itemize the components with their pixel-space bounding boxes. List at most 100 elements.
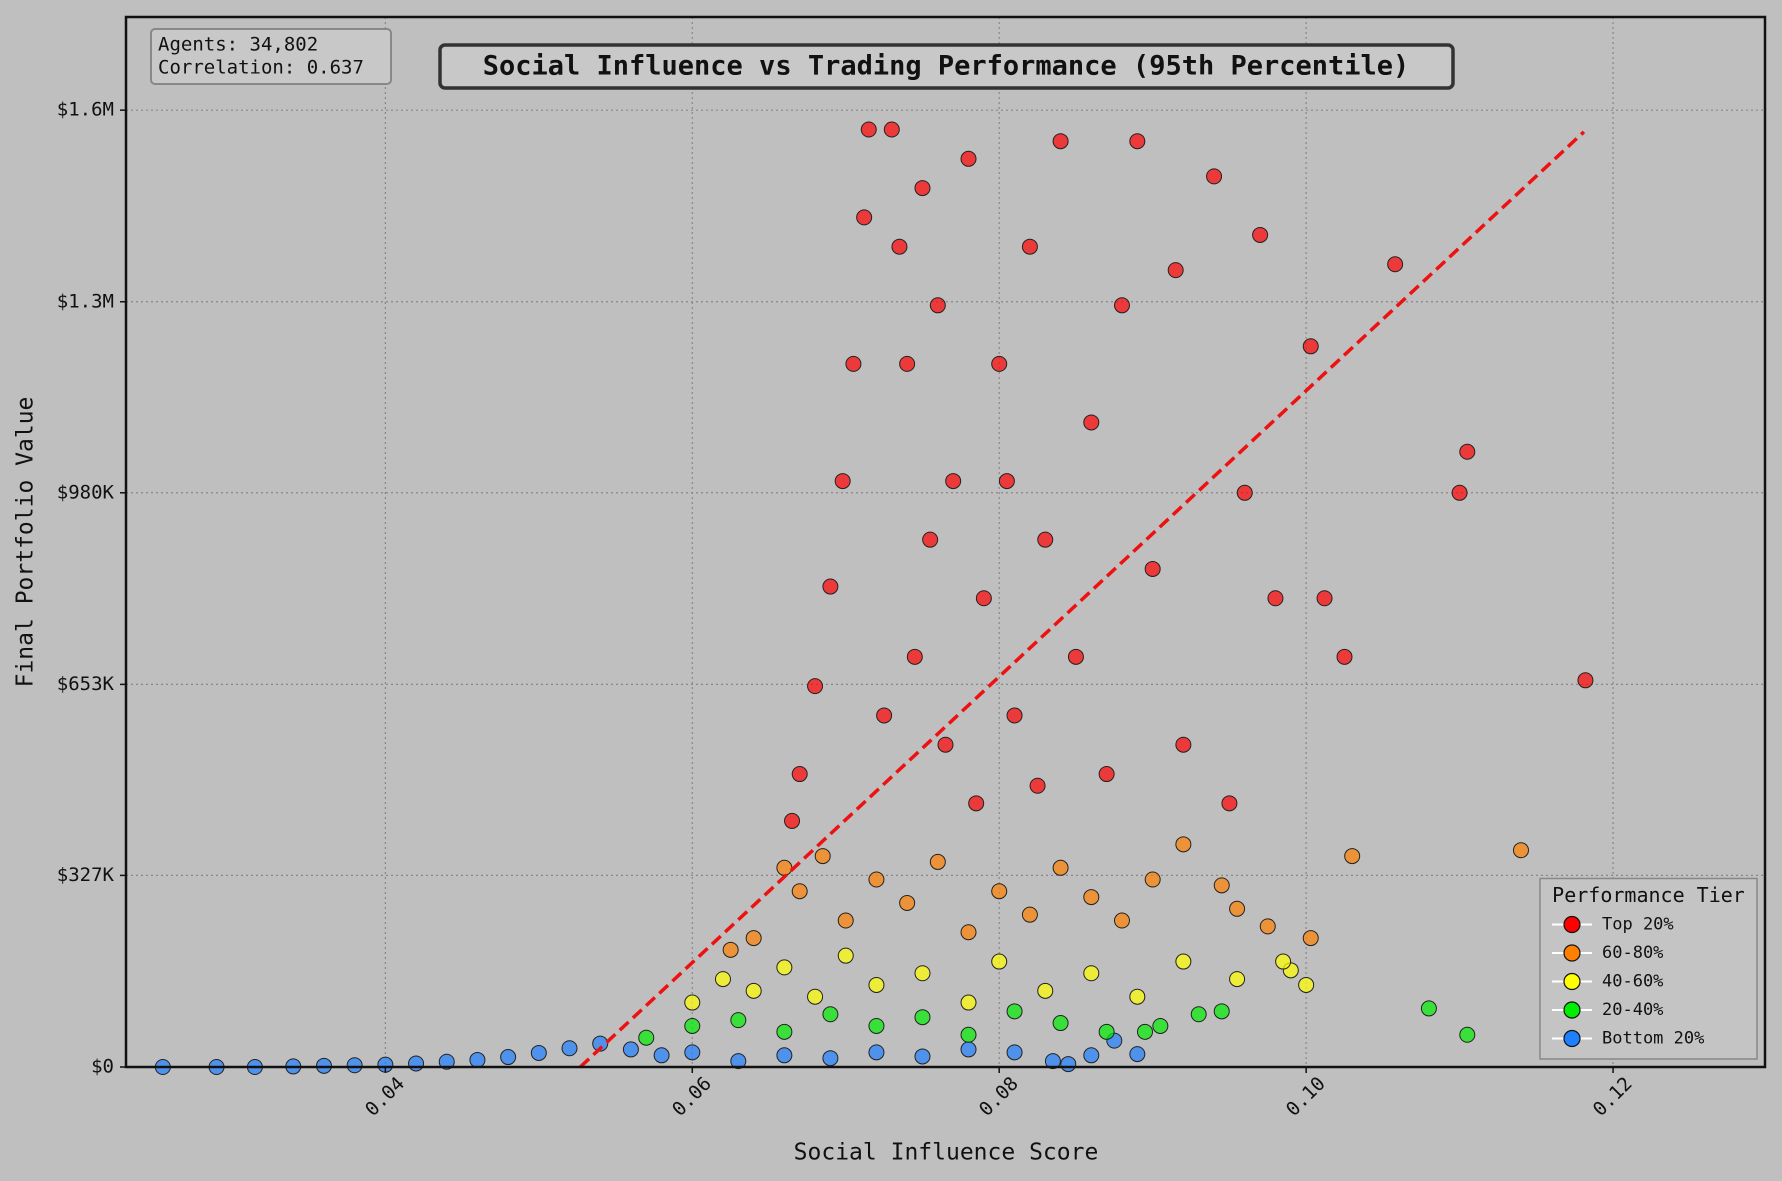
y-tick-label: $980K [57,481,115,503]
point [1083,889,1100,906]
point [776,1023,793,1040]
point [991,883,1008,900]
point [684,994,701,1011]
point [960,150,977,167]
title-box [438,43,1455,90]
point [1113,297,1130,314]
point [899,355,916,372]
point [1152,1017,1169,1034]
legend-label: 20-40% [1602,1000,1663,1020]
point [899,894,916,911]
point [868,1044,885,1061]
point [1037,982,1054,999]
point [1316,590,1333,607]
point [1420,1000,1437,1017]
point [1298,976,1315,993]
point [834,473,851,490]
point [1213,877,1230,894]
point [684,1044,701,1061]
point [1302,930,1319,947]
legend-marker [1563,972,1581,991]
point [1175,836,1192,853]
point [1083,965,1100,982]
legend-marker [1563,915,1581,934]
point [1302,338,1319,355]
point [1129,988,1146,1005]
point [1577,672,1594,689]
y-tick-label: $1.3M [57,290,114,312]
point [975,590,992,607]
point [1144,560,1161,577]
y-tick-label: $327K [57,864,115,886]
x-axis-label: Social Influence Score [794,1140,1099,1166]
point [883,121,900,138]
point [1060,1056,1077,1073]
point [876,707,893,724]
point [1098,1023,1115,1040]
point [1044,1053,1061,1070]
chart-title: Social Influence vs Trading Performance … [483,51,1410,82]
point [960,1041,977,1058]
point [1175,953,1192,970]
point [1052,859,1069,876]
point [945,473,962,490]
point [1029,777,1046,794]
legend-label: Bottom 20% [1602,1029,1704,1049]
y-tick-label: $653K [57,673,115,695]
point [1259,918,1276,935]
point [1129,133,1146,150]
legend-marker [1563,944,1581,962]
point [906,648,923,665]
point [960,924,977,941]
legend-marker [1563,1029,1581,1048]
point [960,1026,977,1043]
point [822,1006,839,1023]
point [868,976,885,993]
point [1129,1046,1146,1063]
point [469,1051,486,1068]
info-text: Correlation: 0.637 [158,57,364,79]
point [914,965,931,982]
point [776,859,793,876]
point [1190,1006,1207,1023]
point [814,848,831,865]
point [1236,484,1253,501]
point [991,355,1008,372]
point [653,1047,670,1064]
point [860,121,877,138]
point [1344,848,1361,865]
point [1267,590,1284,607]
point [622,1041,639,1058]
point [891,238,908,255]
point [561,1040,578,1057]
point [684,1017,701,1034]
point [914,1048,931,1065]
point [1144,871,1161,888]
point [1021,238,1038,255]
point [1083,414,1100,431]
y-tick-label: $1.6M [57,99,114,121]
point [837,947,854,964]
point [745,930,762,947]
point [937,736,954,753]
point [1167,262,1184,279]
point [998,473,1015,490]
legend-title: Performance Tier [1552,883,1745,907]
legend-label: 60-80% [1602,943,1663,963]
y-axis-label: Final Portfolio Value [13,397,39,688]
point [791,766,808,783]
legend-label: Top 20% [1602,915,1674,935]
point [500,1049,517,1066]
point [1098,766,1115,783]
point [1052,133,1069,150]
point [856,209,873,226]
point [914,180,931,197]
point [837,912,854,929]
point [730,1012,747,1029]
point [1387,256,1404,273]
point [1229,900,1246,917]
point [438,1053,455,1070]
point [822,578,839,595]
point [968,795,985,812]
